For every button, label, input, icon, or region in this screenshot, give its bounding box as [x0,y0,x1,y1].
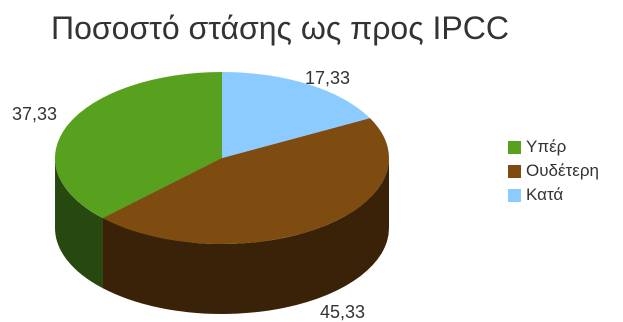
legend-swatch-oudeteri [508,164,521,178]
pie-slice-Υπέρ [55,72,222,219]
legend-item-kata: Κατά [508,183,599,207]
legend-item-oudeteri: Ουδέτερη [508,159,599,183]
legend-label-oudeteri: Ουδέτερη [526,161,599,180]
data-label-0: 37,33 [12,104,57,124]
legend-swatch-yper [508,140,521,154]
chart-title: Ποσοστό στάσης ως προς IPCC [51,10,509,46]
legend-swatch-kata [508,188,521,202]
data-label-2: 17,33 [305,68,350,88]
legend-item-yper: Υπέρ [508,135,599,159]
pie-slice-Ουδέτερη [102,118,389,244]
data-label-1: 45,33 [320,302,365,322]
pie-side-1-0 [102,158,389,314]
pie-side-0-0 [55,158,103,289]
pie-top [55,72,389,244]
legend-label-yper: Υπέρ [526,137,567,156]
legend-label-kata: Κατά [526,185,564,204]
pie-slice-Κατά [222,72,370,158]
legend: Υπέρ Ουδέτερη Κατά [508,135,599,207]
